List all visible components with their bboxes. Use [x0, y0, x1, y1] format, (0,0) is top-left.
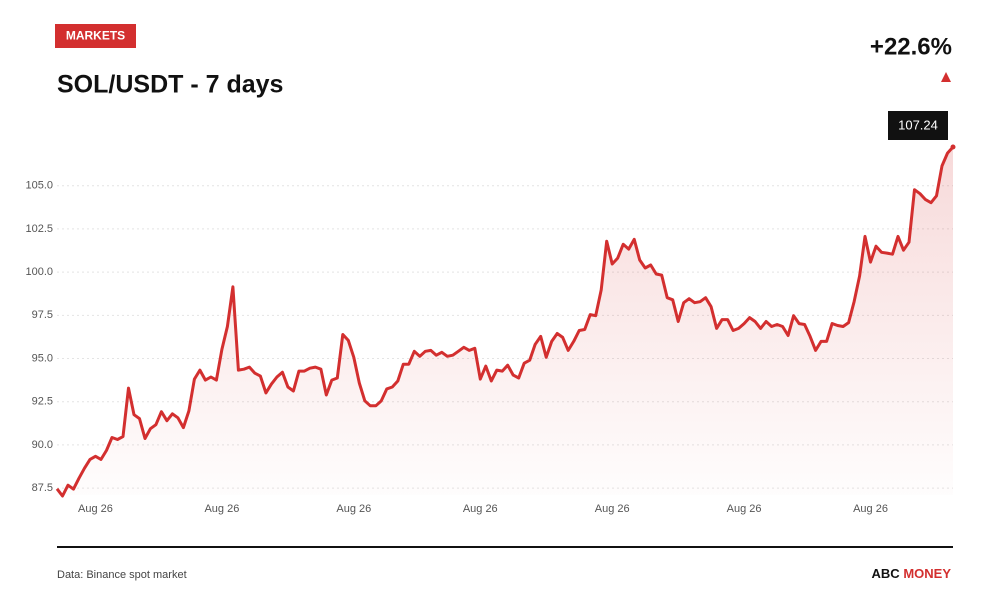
chart-title: SOL/USDT - 7 days: [57, 71, 283, 99]
brand-second: MONEY: [903, 566, 951, 581]
last-value: 107.24: [898, 117, 938, 132]
area: [57, 147, 953, 496]
line: [55, 145, 955, 498]
last-value-badge: [888, 111, 948, 140]
plot: 87.5 90.0 92.5 95.0 97.5 100.0 102.5 105.0 Aug 2…: [25, 111, 956, 515]
last-point: [950, 144, 956, 150]
y-tick-label: 92.5: [32, 396, 53, 408]
change: +22.6%: [870, 33, 952, 60]
y-tick-label: 95.0: [32, 352, 53, 364]
brand: ABC MONEY: [872, 566, 952, 581]
brand-first: ABC: [872, 566, 901, 581]
up-arrow: [941, 72, 951, 82]
tag: MARKETS: [66, 29, 125, 43]
y-tick-label: 90.0: [32, 439, 53, 451]
y-tick-label: 105.0: [25, 180, 53, 192]
x-tick-label: Aug 26: [463, 503, 498, 515]
y-tick-label: 97.5: [32, 309, 53, 321]
y-tick-label: 102.5: [25, 223, 53, 235]
x-tick-label: Aug 26: [727, 503, 762, 515]
x-tick-label: Aug 26: [336, 503, 371, 515]
x-tick-label: Aug 26: [853, 503, 888, 515]
source: Data: Binance spot market: [57, 569, 187, 581]
x-tick-label: Aug 26: [595, 503, 630, 515]
y-tick-label: 100.0: [25, 266, 53, 278]
y-tick-label: 87.5: [32, 482, 53, 494]
x-tick-label: Aug 26: [78, 503, 113, 515]
x-tick-label: Aug 26: [204, 503, 239, 515]
tag-badge: [55, 24, 136, 48]
